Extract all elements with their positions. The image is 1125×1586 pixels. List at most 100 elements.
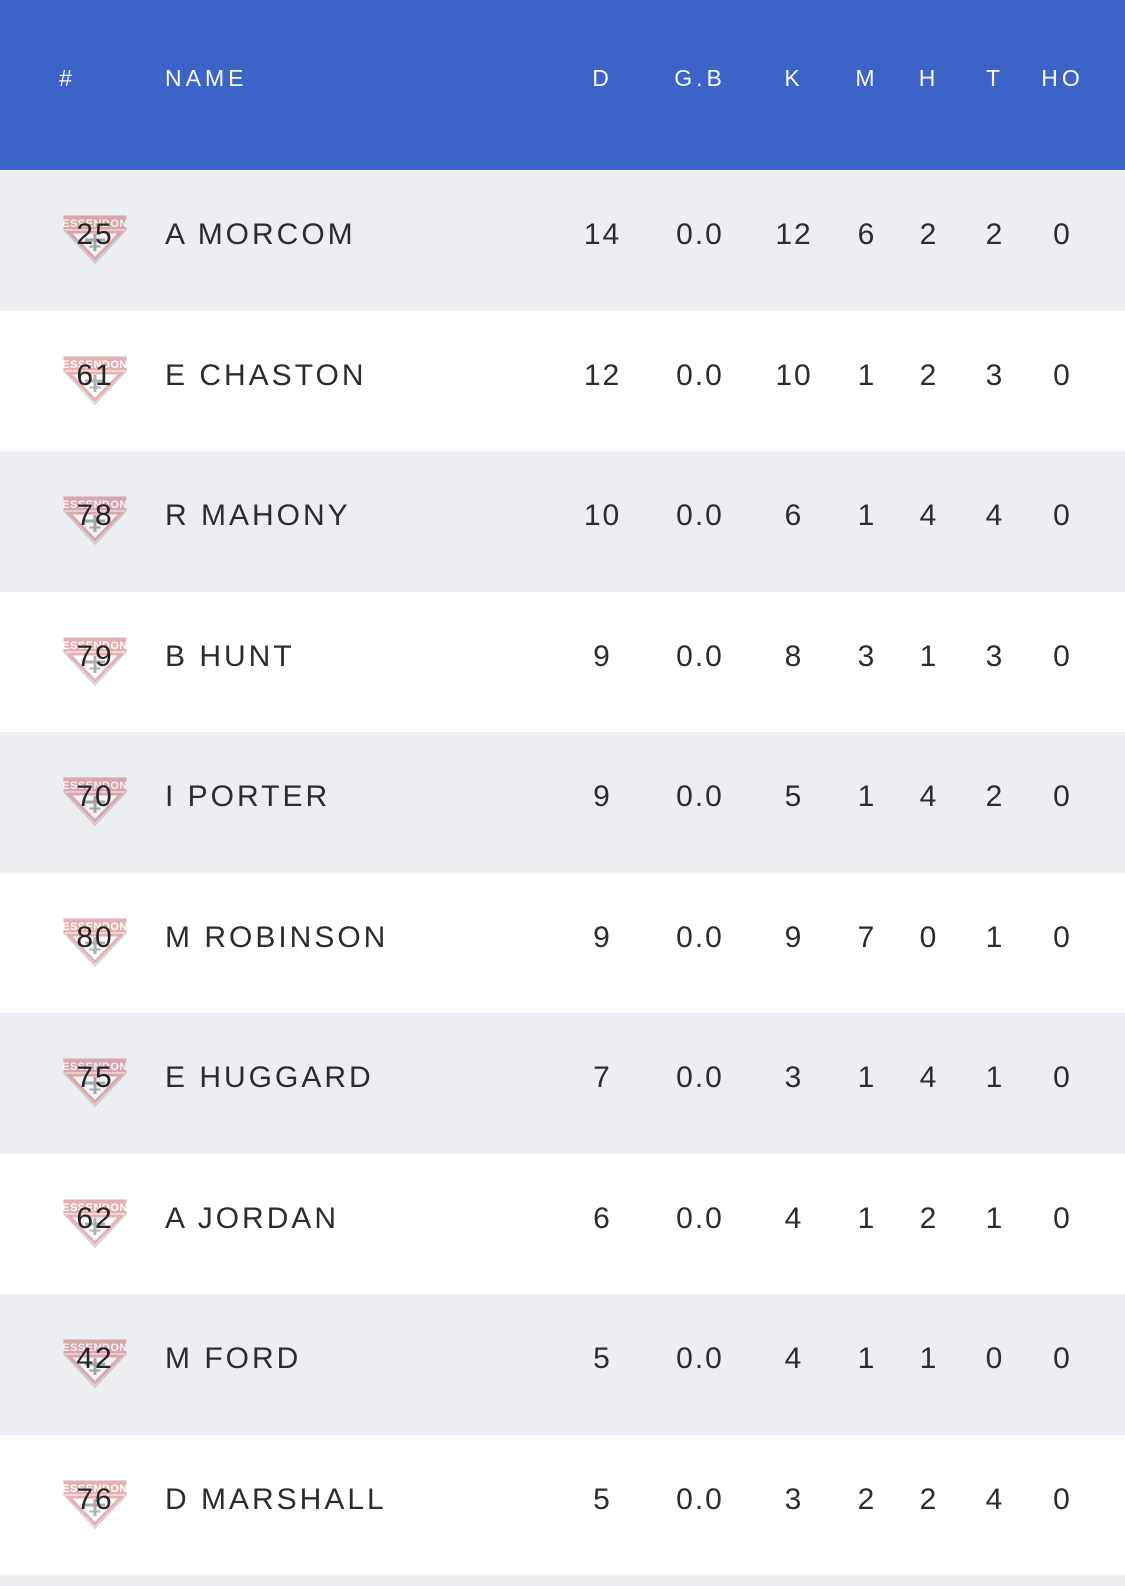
player-number-cell: ESSENDON 25 — [0, 215, 135, 265]
player-row[interactable]: ESSENDON 61 E CHASTON 12 0.0 10 1 2 3 0 — [0, 310, 1125, 451]
column-header-hitouts: HO — [1041, 64, 1084, 91]
player-number-cell: ESSENDON 79 — [0, 637, 135, 687]
stat-marks: 3 — [857, 639, 877, 673]
player-row[interactable]: ESSENDON 42 M FORD 5 0.0 4 1 1 0 0 — [0, 1294, 1125, 1435]
stat-goals-behinds: 0.0 — [676, 780, 724, 814]
player-number-cell: ESSENDON 76 — [0, 1480, 135, 1530]
stat-marks: 1 — [857, 1342, 877, 1376]
stat-hitouts: 0 — [1053, 358, 1072, 392]
stat-disposals: 5 — [593, 1482, 612, 1516]
svg-text:ESSENDON: ESSENDON — [63, 218, 127, 230]
player-row[interactable]: ESSENDON 80 M ROBINSON 9 0.0 9 7 0 1 0 — [0, 872, 1125, 1013]
player-row[interactable]: ESSENDON 25 A MORCOM 14 0.0 12 6 2 2 0 — [0, 170, 1125, 311]
player-name: E CHASTON — [165, 358, 367, 392]
player-name: B HUNT — [165, 639, 295, 673]
stat-hitouts: 0 — [1053, 1482, 1072, 1516]
stat-goals-behinds: 0.0 — [676, 639, 724, 673]
essendon-team-logo-icon: ESSENDON — [62, 777, 127, 827]
column-header-marks: M — [855, 64, 879, 91]
stat-marks: 1 — [857, 1201, 877, 1235]
stat-handballs: 4 — [919, 780, 939, 814]
column-header-goals-behinds: G.B — [674, 64, 726, 91]
svg-text:ESSENDON: ESSENDON — [63, 921, 127, 933]
stat-kicks: 3 — [784, 1061, 804, 1095]
stat-disposals: 5 — [593, 1342, 612, 1376]
stat-handballs: 2 — [919, 218, 939, 252]
svg-text:ESSENDON: ESSENDON — [63, 499, 127, 511]
stat-goals-behinds: 0.0 — [676, 1201, 724, 1235]
essendon-team-logo-icon: ESSENDON — [62, 1480, 127, 1530]
player-number: 70 — [76, 780, 114, 814]
stat-handballs: 0 — [919, 920, 939, 954]
essendon-team-logo-icon: ESSENDON — [62, 215, 127, 265]
player-name: M FORD — [165, 1342, 302, 1376]
stat-disposals: 7 — [593, 1061, 612, 1095]
player-number-cell: ESSENDON 75 — [0, 1058, 135, 1108]
player-number-cell: ESSENDON 78 — [0, 496, 135, 546]
player-number-cell: ESSENDON 61 — [0, 356, 135, 406]
stat-tackles: 4 — [985, 499, 1005, 533]
stat-tackles: 1 — [985, 1061, 1005, 1095]
player-row[interactable]: ESSENDON 62 A JORDAN 6 0.0 4 1 2 1 0 — [0, 1153, 1125, 1294]
stat-kicks: 3 — [784, 1482, 804, 1516]
player-number-cell: ESSENDON 70 — [0, 777, 135, 827]
player-name: M ROBINSON — [165, 920, 389, 954]
player-name: E HUGGARD — [165, 1061, 374, 1095]
stat-goals-behinds: 0.0 — [676, 1482, 724, 1516]
essendon-team-logo-icon: ESSENDON — [62, 356, 127, 406]
stat-hitouts: 0 — [1053, 1342, 1072, 1376]
player-number-cell: ESSENDON 42 — [0, 1339, 135, 1389]
stat-kicks: 8 — [784, 639, 804, 673]
stat-goals-behinds: 0.0 — [676, 358, 724, 392]
player-row[interactable]: ESSENDON 78 R MAHONY 10 0.0 6 1 4 4 0 — [0, 451, 1125, 592]
stat-tackles: 3 — [985, 358, 1005, 392]
stat-handballs: 4 — [919, 1061, 939, 1095]
stat-tackles: 4 — [985, 1482, 1005, 1516]
stat-tackles: 2 — [985, 218, 1005, 252]
player-name: A MORCOM — [165, 218, 356, 252]
stat-hitouts: 0 — [1053, 780, 1072, 814]
stat-marks: 6 — [857, 218, 877, 252]
essendon-team-logo-icon: ESSENDON — [62, 637, 127, 687]
stat-tackles: 1 — [985, 920, 1005, 954]
stat-marks: 2 — [857, 1482, 877, 1516]
player-number: 76 — [76, 1482, 114, 1516]
column-header-number: # — [0, 65, 135, 106]
stat-kicks: 10 — [775, 358, 813, 392]
stat-handballs: 2 — [919, 1201, 939, 1235]
player-row[interactable]: ESSENDON 75 E HUGGARD 7 0.0 3 1 4 1 0 — [0, 1013, 1125, 1154]
player-row[interactable]: ESSENDON 76 D MARSHALL 5 0.0 3 2 2 4 0 — [0, 1434, 1125, 1575]
stat-kicks: 5 — [784, 780, 804, 814]
stat-kicks: 12 — [775, 218, 813, 252]
stat-tackles: 1 — [985, 1201, 1005, 1235]
stat-marks: 1 — [857, 358, 877, 392]
column-header-name: NAME — [165, 64, 248, 91]
player-number: 62 — [76, 1201, 114, 1235]
stat-goals-behinds: 0.0 — [676, 920, 724, 954]
stat-tackles: 3 — [985, 639, 1005, 673]
stat-handballs: 1 — [919, 1342, 939, 1376]
stat-disposals: 9 — [593, 639, 612, 673]
stat-disposals: 12 — [583, 358, 622, 392]
player-row[interactable]: ESSENDON 70 I PORTER 9 0.0 5 1 4 2 0 — [0, 732, 1125, 873]
player-name: A JORDAN — [165, 1201, 340, 1235]
stat-kicks: 9 — [784, 920, 804, 954]
stat-kicks: 6 — [784, 499, 804, 533]
column-header-tackles: T — [985, 64, 1005, 91]
stat-hitouts: 0 — [1053, 639, 1072, 673]
svg-text:ESSENDON: ESSENDON — [63, 1202, 127, 1214]
player-rows: ESSENDON 25 A MORCOM 14 0.0 12 6 2 2 0 — [0, 170, 1125, 1575]
stat-handballs: 4 — [919, 499, 939, 533]
player-number: 80 — [76, 920, 114, 954]
stat-disposals: 6 — [593, 1201, 612, 1235]
stat-marks: 1 — [857, 499, 877, 533]
stat-disposals: 10 — [583, 499, 622, 533]
player-number: 61 — [76, 358, 114, 392]
column-header-handballs: H — [918, 64, 940, 91]
stat-handballs: 1 — [919, 639, 939, 673]
stat-hitouts: 0 — [1053, 1201, 1072, 1235]
player-row[interactable]: ESSENDON 79 B HUNT 9 0.0 8 3 1 3 0 — [0, 591, 1125, 732]
essendon-team-logo-icon: ESSENDON — [62, 1199, 127, 1249]
svg-text:ESSENDON: ESSENDON — [63, 1483, 127, 1495]
